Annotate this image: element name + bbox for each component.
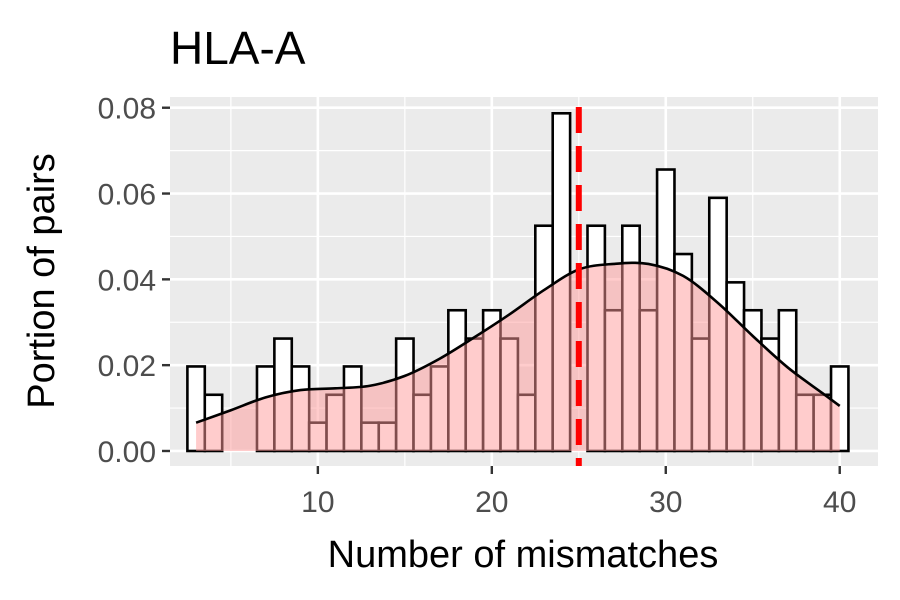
y-tick-label: 0.04	[98, 264, 156, 297]
chart-title: HLA-A	[170, 22, 306, 74]
x-tick-label: 40	[823, 486, 856, 519]
y-axis-title: Portion of pairs	[21, 153, 63, 409]
y-tick-label: 0.08	[98, 93, 156, 126]
density-area	[196, 262, 840, 451]
x-tick-label: 30	[649, 486, 682, 519]
density-curve-group	[195, 261, 841, 451]
x-tick-label: 20	[475, 486, 508, 519]
y-tick-label: 0.00	[98, 436, 156, 469]
density-curve	[195, 261, 841, 424]
y-tick-label: 0.06	[98, 179, 156, 212]
x-tick-label: 10	[301, 486, 334, 519]
y-tick-label: 0.02	[98, 350, 156, 383]
y-axis: 0.00 0.02 0.04 0.06 0.08	[98, 93, 170, 469]
x-axis-title: Number of mismatches	[328, 534, 719, 576]
x-axis: 10 20 30 40	[301, 466, 856, 519]
